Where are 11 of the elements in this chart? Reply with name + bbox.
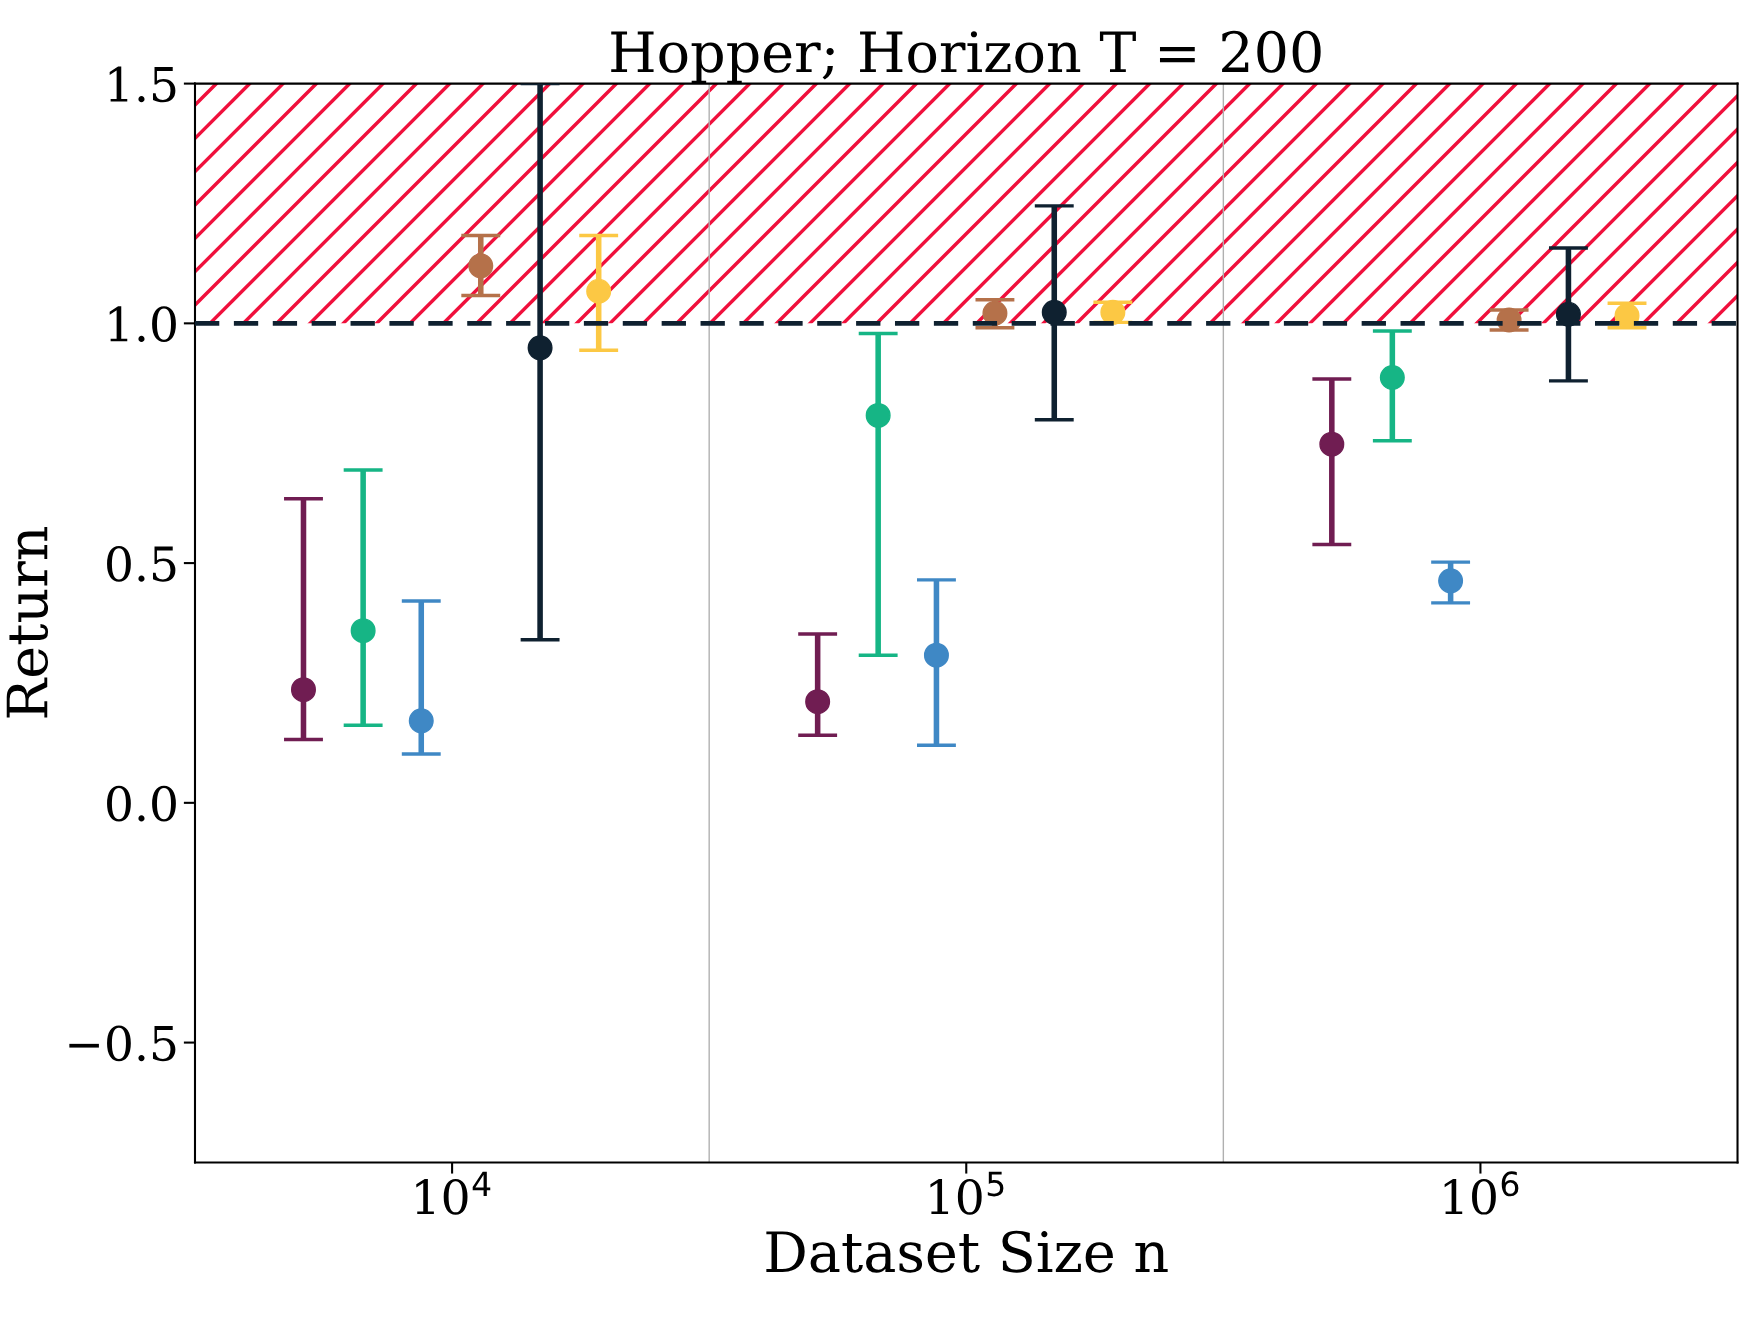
x-tick-label: 10$^{5}$	[930, 1171, 1004, 1215]
y-tick-label: 1.5	[109, 66, 176, 103]
y-tick-label: 1.0	[109, 306, 176, 342]
x-tick-label: 10$^{6}$	[1444, 1171, 1519, 1215]
y-tick-label: 0.0	[107, 785, 176, 822]
y-axis-title: Return	[6, 527, 49, 718]
y-tick-label: 0.5	[107, 545, 176, 582]
x-axis-title: Dataset Size n	[766, 1230, 1168, 1273]
x-tick-label: 10$^{4}$	[416, 1171, 491, 1215]
y-tick-label: −0.5	[69, 1025, 176, 1062]
chart-title: Hopper; Horizon T = 200	[611, 30, 1321, 84]
